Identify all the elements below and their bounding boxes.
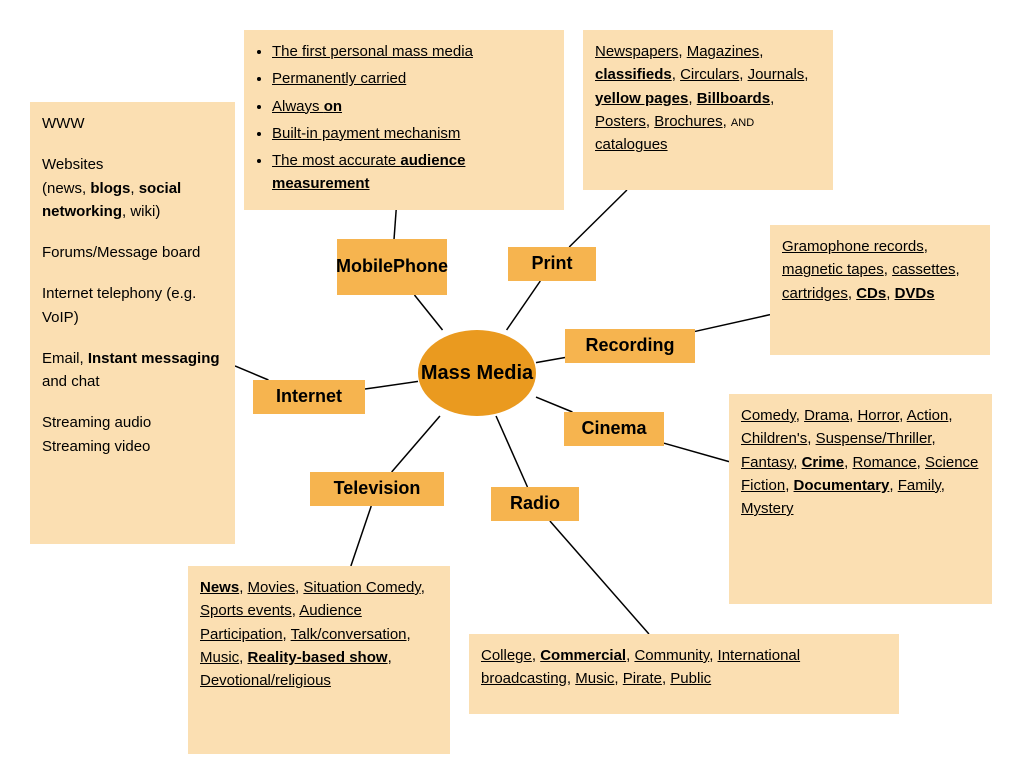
node-television: Television	[310, 472, 444, 506]
box-print-desc: Newspapers, Magazines, classifieds, Circ…	[583, 30, 833, 190]
node-cinema: Cinema	[564, 412, 664, 446]
node-print: Print	[508, 247, 596, 281]
box-television-desc: News, Movies, Situation Comedy, Sports e…	[188, 566, 450, 754]
box-radio-desc: College, Commercial, Community, Internat…	[469, 634, 899, 714]
center-label: Mass Media	[421, 362, 533, 385]
box-mobile-desc: The first personal mass mediaPermanently…	[244, 30, 564, 210]
node-mobile-phone: MobilePhone	[337, 239, 447, 295]
diagram-canvas: Mass Media MobilePhone Print Recording Cine…	[0, 0, 1024, 768]
box-cinema-desc: Comedy, Drama, Horror, Action, Children'…	[729, 394, 992, 604]
node-recording: Recording	[565, 329, 695, 363]
box-recording-desc: Gramophone records, magnetic tapes, cass…	[770, 225, 990, 355]
center-node-mass-media: Mass Media	[418, 330, 536, 416]
box-internet-desc: WWWWebsites(news, blogs, social networki…	[30, 102, 235, 544]
node-internet: Internet	[253, 380, 365, 414]
node-radio: Radio	[491, 487, 579, 521]
